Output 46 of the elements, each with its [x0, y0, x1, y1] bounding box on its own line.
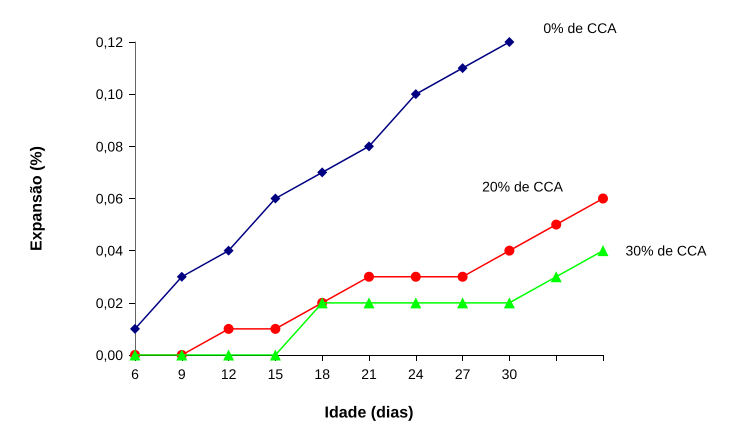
point: [410, 272, 421, 282]
y-tick-label: 0,10: [96, 86, 124, 102]
point: [270, 324, 280, 334]
point: [130, 324, 140, 334]
series-label: 30% de CCA: [626, 242, 708, 259]
x-tick-label: 18: [314, 366, 330, 382]
point: [458, 272, 468, 282]
series-label: 20% de CCA: [482, 178, 564, 194]
point: [410, 297, 422, 308]
point: [176, 272, 187, 282]
x-tick-label: 12: [220, 366, 237, 382]
point: [270, 350, 281, 360]
x-tick-label: 27: [454, 366, 471, 382]
y-tick-label: 0,04: [96, 242, 124, 259]
point: [550, 271, 562, 282]
point: [224, 324, 234, 334]
y-tick-label: 0,02: [96, 294, 124, 311]
point: [364, 141, 374, 152]
point: [598, 245, 608, 256]
text: 0% de CCA: [543, 20, 618, 36]
x-tick-label: 21: [361, 366, 377, 382]
x-tick-label: 24: [408, 366, 424, 382]
point: [410, 89, 421, 100]
point: [364, 297, 374, 308]
y-tick-label: 0,00: [96, 347, 124, 363]
point: [504, 297, 515, 308]
x-tick-label: 15: [268, 366, 284, 382]
x-axis-title: Idade (dias): [324, 404, 414, 422]
point: [458, 63, 468, 74]
point: [223, 350, 234, 360]
point: [270, 194, 280, 204]
point: [317, 167, 328, 178]
y-tick-label: 0,12: [96, 34, 124, 50]
x-tick-label: 9: [178, 366, 186, 382]
y-tick-label: 0,08: [96, 138, 124, 154]
x-tick-label: 6: [131, 366, 140, 382]
point: [457, 297, 468, 308]
point: [504, 37, 514, 47]
point: [224, 246, 234, 256]
y-tick-label: 0,06: [96, 190, 124, 206]
point: [504, 246, 514, 256]
point: [364, 272, 374, 282]
point: [598, 194, 608, 204]
point: [551, 220, 562, 230]
y-axis-title: Expansão (%): [28, 146, 46, 251]
x-tick-label: 30: [502, 366, 518, 382]
